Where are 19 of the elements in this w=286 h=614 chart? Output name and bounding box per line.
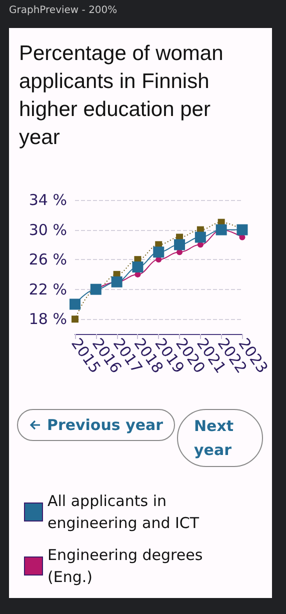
point: [153, 246, 164, 258]
y-tick-label: 26 %: [28, 250, 67, 269]
y-tick-label: 30 %: [28, 220, 67, 239]
chart-title: Percentage of woman applicants in Finnish higher education per year: [19, 41, 224, 151]
point: [194, 232, 206, 243]
text: Previous year: [17, 409, 175, 441]
point: [174, 239, 186, 250]
y-tick-label: 22 %: [28, 280, 67, 298]
legend-label: All applicants in engineering and ICT: [48, 492, 200, 532]
point: [111, 276, 122, 288]
text: GraphPreview - 200%: [9, 5, 118, 16]
point: [70, 298, 80, 310]
text: Next year: [177, 409, 263, 467]
point: [72, 316, 78, 323]
y-tick-label: 34 %: [28, 191, 67, 209]
legend-label: Engineering degrees (Eng.): [48, 546, 208, 586]
y-tick-label: 18 %: [28, 310, 67, 328]
point: [216, 224, 227, 236]
point: [132, 262, 144, 272]
